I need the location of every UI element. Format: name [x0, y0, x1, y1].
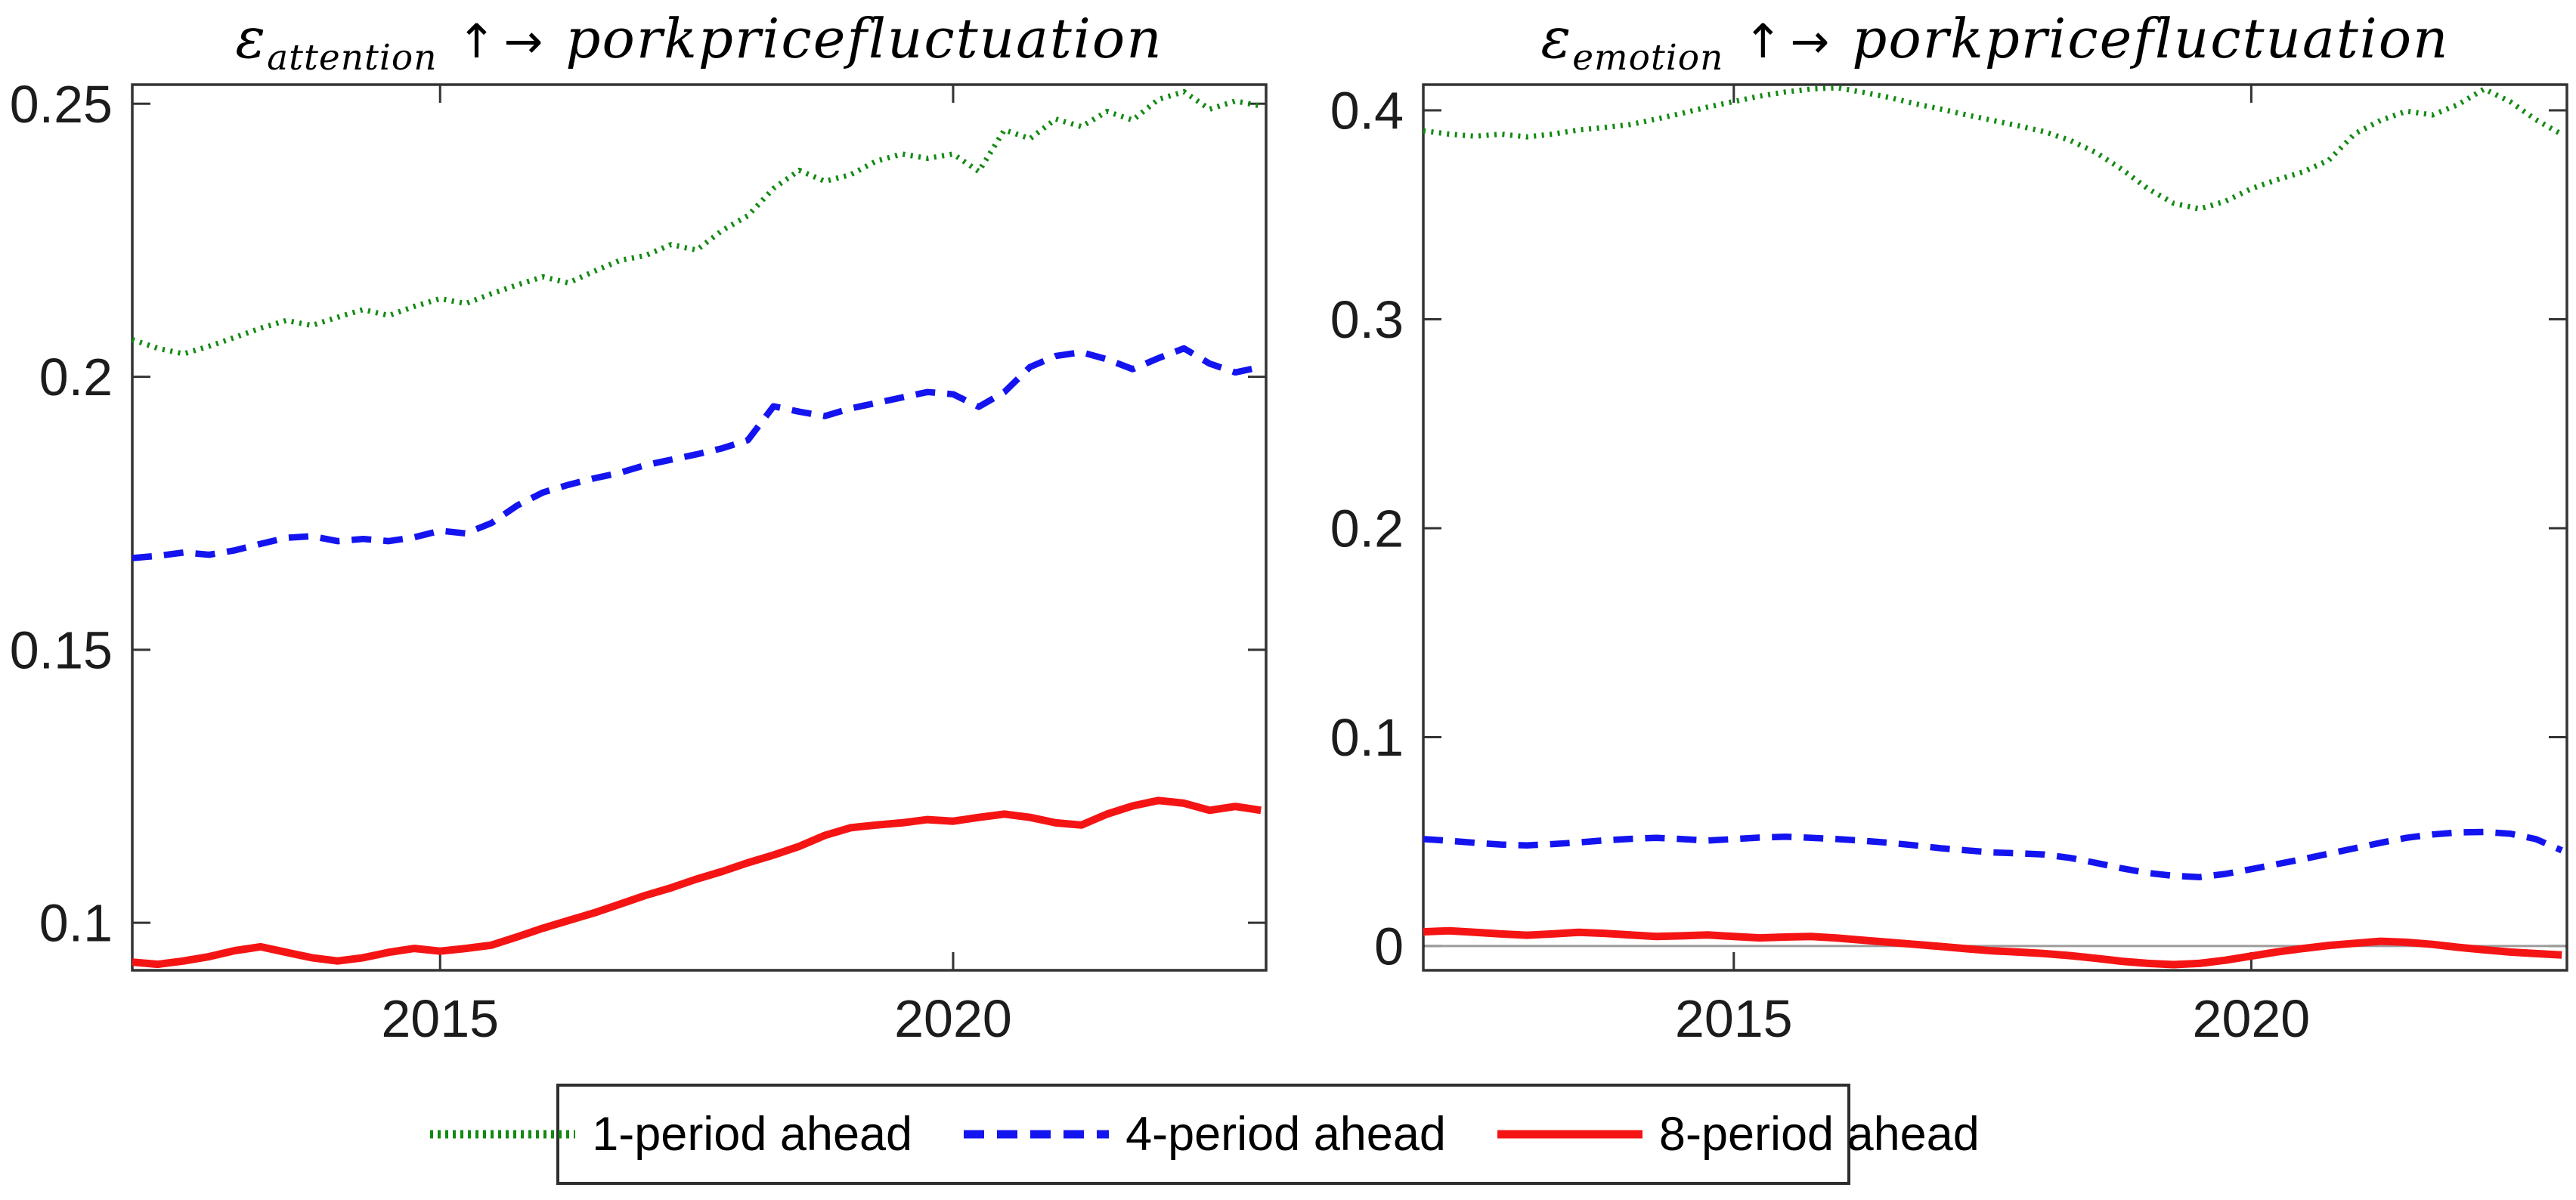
legend-line-dashed	[964, 1130, 1110, 1139]
title-subscript: emotion	[1572, 37, 1724, 79]
series-4-period-ahead-emotion	[1423, 828, 2563, 880]
series-4-period-ahead-attention	[132, 345, 1262, 561]
legend: 1-period ahead 4-period ahead 8-period a…	[430, 1084, 1980, 1185]
up-arrow-icon: ↑	[1743, 14, 1783, 69]
y-tick-label: 0.2	[39, 348, 113, 407]
y-tick-label: 0.1	[1330, 708, 1404, 767]
up-arrow-icon: ↑	[457, 14, 497, 69]
y-tick-label: 0.1	[39, 894, 113, 953]
right-plot-title: ε emotion ↑ → porkpricefluctuation	[1423, 6, 2567, 79]
plot-frame	[131, 83, 1268, 972]
left-plot-title: ε attention ↑ → porkpricefluctuation	[132, 6, 1266, 79]
legend-label: 1-period ahead	[592, 1108, 913, 1161]
legend-label: 4-period ahead	[1125, 1108, 1446, 1161]
series-8-period-ahead-attention	[132, 796, 1262, 969]
right-arrow-icon: →	[503, 14, 543, 69]
y-tick-label: 0.15	[10, 620, 113, 679]
series-1-period-ahead-emotion	[1423, 85, 2563, 212]
y-tick-label: 0.25	[10, 75, 113, 134]
title-text: porkpricefluctuation	[1852, 7, 2450, 70]
legend-entry: 4-period ahead	[961, 1107, 1446, 1161]
x-tick-label: 2015	[1675, 989, 1793, 1048]
x-tick-label: 2020	[894, 989, 1012, 1048]
x-tick-label: 2020	[2193, 989, 2311, 1048]
legend-entry: 1-period ahead	[427, 1107, 912, 1161]
epsilon-symbol: ε	[1540, 6, 1571, 71]
x-tick-label: 2015	[381, 989, 499, 1048]
y-tick-label: 0.4	[1330, 82, 1404, 141]
y-tick-label: 0.3	[1330, 290, 1404, 349]
y-tick-label: 0.2	[1330, 499, 1404, 558]
legend-entry: 8-period ahead	[1494, 1107, 1980, 1161]
plot-frame	[1422, 83, 2568, 972]
right-arrow-icon: →	[1790, 14, 1830, 69]
series-8-period-ahead-emotion	[1423, 926, 2562, 969]
epsilon-symbol: ε	[235, 6, 266, 71]
series-1-period-ahead-attention	[131, 88, 1262, 357]
legend-line-solid	[1497, 1130, 1643, 1139]
title-subscript: attention	[267, 37, 438, 79]
title-text: porkpricefluctuation	[565, 7, 1163, 70]
y-tick-label: 0	[1374, 917, 1404, 976]
legend-line-dotted	[430, 1130, 576, 1139]
legend-label: 8-period ahead	[1658, 1108, 1980, 1161]
